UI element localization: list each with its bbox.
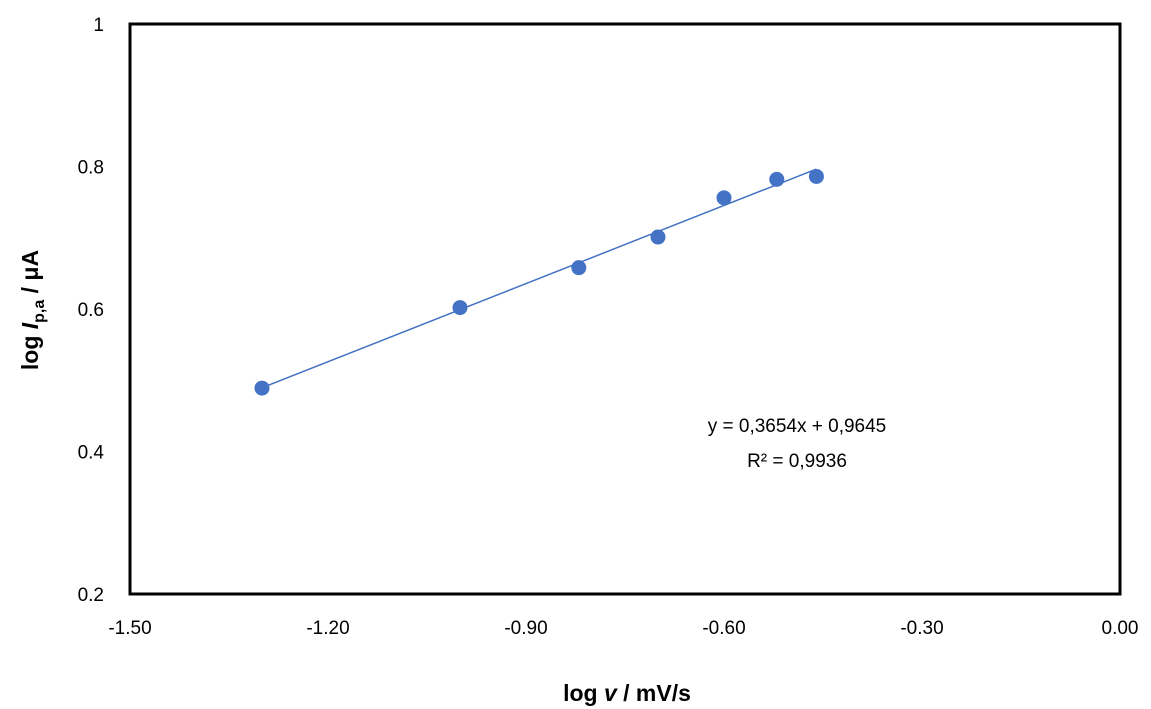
data-points [254,168,824,396]
x-tick-labels: -1.50 -1.20 -0.90 -0.60 -0.30 0.00 [108,618,1138,639]
plot-area-frame [128,22,1122,596]
y-tick-label: 0.6 [78,300,104,321]
r-squared-label: R² = 0,9936 [747,451,847,472]
data-point [808,168,824,184]
x-tick-label: -1.50 [108,618,151,639]
data-point [571,260,587,276]
y-tick-label: 0.2 [78,585,104,606]
y-axis-title: log Ip,a / μA [17,250,48,370]
x-tick-label: -0.60 [702,618,745,639]
x-tick-label: 0.00 [1102,618,1139,639]
data-point [452,300,468,316]
x-tick-label: -0.30 [900,618,943,639]
data-point [716,190,732,206]
data-point [254,380,270,396]
y-tick-label: 1 [93,15,104,36]
y-tick-label: 0.8 [78,158,104,179]
data-point [650,229,666,245]
y-tick-labels: 0.2 0.4 0.6 0.8 1 [78,15,105,606]
trendline-equation: y = 0,3654x + 0,9645 [708,416,887,437]
trendline [261,168,817,389]
x-axis-title: log v / mV/s [563,680,691,706]
x-tick-label: -1.20 [306,618,349,639]
y-tick-label: 0.4 [78,443,105,464]
x-tick-label: -0.90 [504,618,547,639]
data-point [769,171,785,187]
